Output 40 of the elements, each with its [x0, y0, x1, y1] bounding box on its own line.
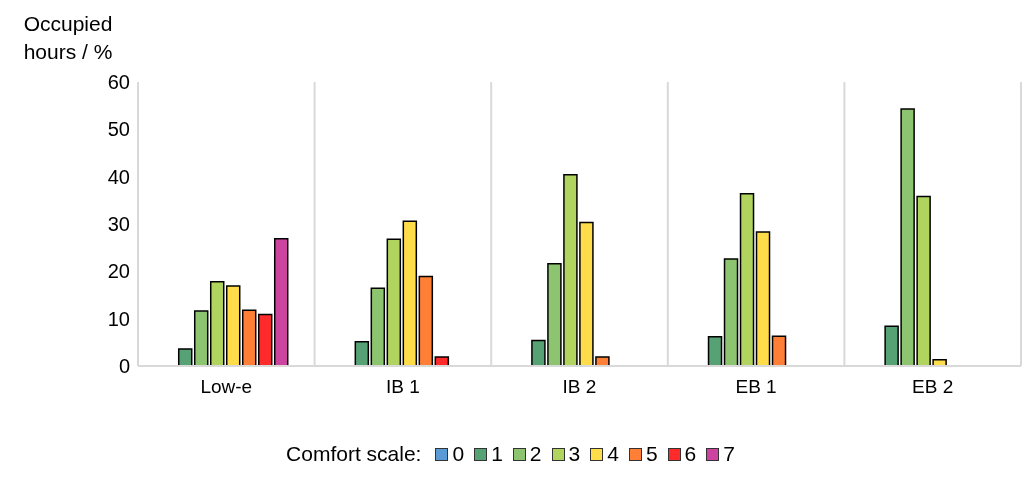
bar	[739, 192, 755, 366]
legend-title: Comfort scale:	[286, 442, 422, 466]
legend-label: 0	[451, 442, 465, 466]
x-tick-label: Low-e	[200, 376, 253, 398]
bar	[354, 341, 370, 366]
bar	[193, 310, 209, 366]
y-tick-label: 40	[107, 165, 130, 188]
bar	[209, 281, 225, 366]
legend-label: 3	[567, 442, 581, 466]
bar	[418, 275, 434, 366]
legend-label: 5	[644, 442, 658, 466]
bar	[370, 287, 386, 366]
bar	[771, 335, 787, 366]
x-tick-label: EB 1	[735, 376, 777, 398]
legend-label: 2	[528, 442, 542, 466]
y-tick-label: 30	[107, 213, 130, 236]
bar	[177, 348, 193, 366]
y-axis-title: Occupied hours / %	[22, 11, 114, 65]
y-tick-label: 0	[118, 355, 130, 378]
bar	[225, 285, 241, 366]
x-tick-label: IB 2	[562, 376, 597, 398]
bar	[434, 356, 450, 366]
y-tick-label: 60	[107, 71, 130, 94]
bar	[257, 313, 273, 366]
bar	[241, 309, 257, 366]
legend-label: 7	[722, 442, 735, 466]
bar	[723, 258, 739, 366]
x-tick-label: IB 1	[385, 376, 420, 398]
legend-label: 1	[490, 442, 503, 466]
legend-label: 4	[606, 442, 619, 466]
y-tick-label: 10	[107, 307, 130, 330]
bar	[402, 220, 418, 366]
y-tick-label: 20	[107, 260, 130, 283]
legend-label: 6	[683, 442, 697, 466]
bar	[707, 335, 723, 366]
x-tick-label: EB 2	[912, 376, 954, 398]
y-tick-label: 50	[107, 118, 130, 141]
bar	[755, 231, 771, 366]
bar	[273, 237, 289, 366]
bar	[386, 238, 402, 366]
